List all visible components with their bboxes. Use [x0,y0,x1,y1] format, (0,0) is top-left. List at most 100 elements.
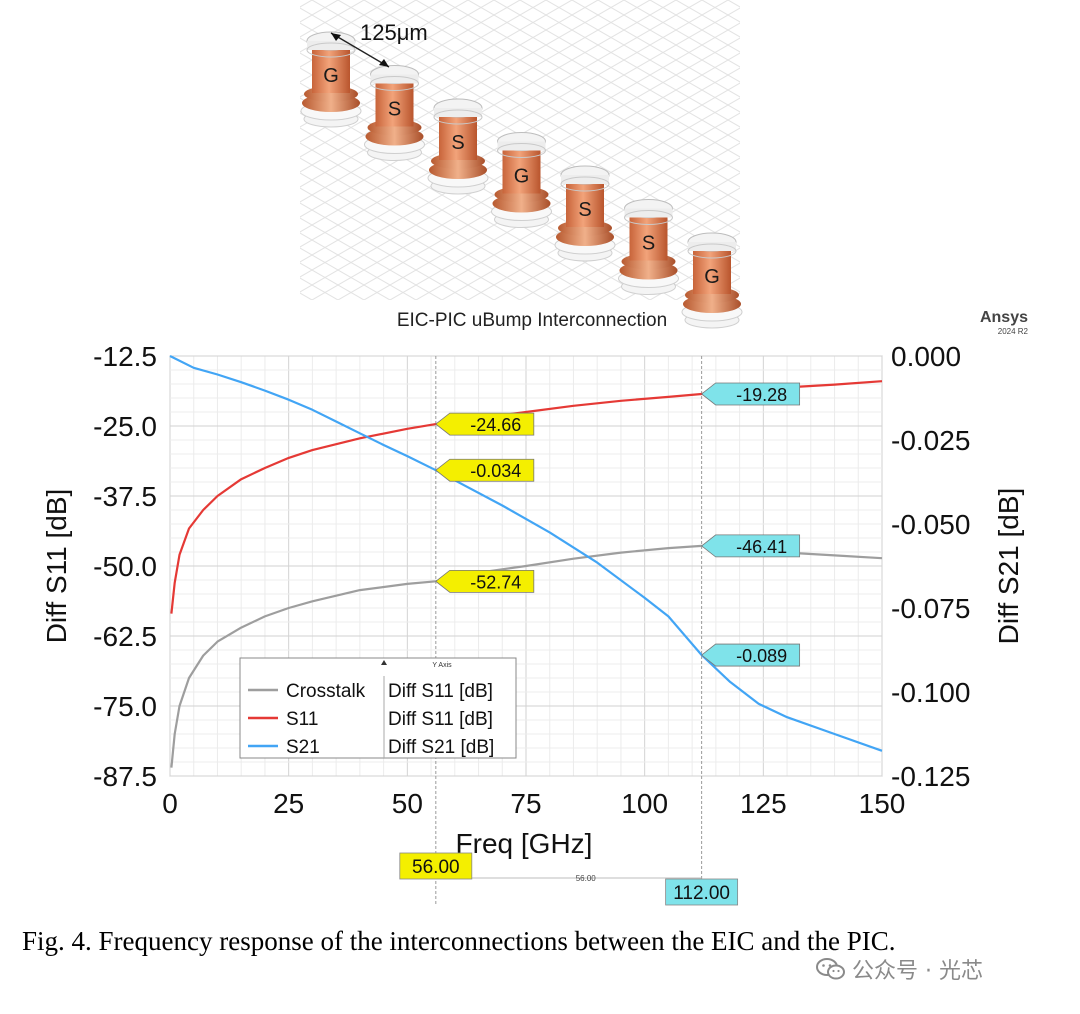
y-left-tick-label: -75.0 [93,691,157,722]
x-tick-label: 100 [621,788,668,819]
y-left-tick-label: -50.0 [93,551,157,582]
y-right-axis-ticks: 0.000 -0.025 -0.050 -0.075 -0.100 -0.125 [891,341,970,792]
y-right-tick-label: 0.000 [891,341,961,372]
annotation-crosstalk: -46.41 [700,534,801,558]
y-right-tick-label: -0.100 [891,677,970,708]
x-tick-label: 25 [273,788,304,819]
y-left-axis-ticks: -12.5 -25.0 -37.5 -50.0 -62.5 -75.0 -87.5 [93,341,157,792]
bump-cap-edge [560,176,610,192]
annotation-s21: -0.089 [700,643,801,667]
annotation-flag [435,458,535,482]
ubump-s: S [364,65,425,161]
pitch-label: 125μm [360,20,428,45]
ubump-illustration: G S S G S S G 125μm [300,0,743,329]
bump-label: G [514,166,530,188]
legend-header: Y Axis [432,662,452,669]
bump-label: G [704,266,720,288]
legend-entry-s11: S11 Diff S11 [dB] [248,709,493,730]
y-left-tick-label: -37.5 [93,481,157,512]
y-left-tick-label: -62.5 [93,621,157,652]
annotation-s11: -24.66 [435,412,535,436]
annotation-value: -19.28 [736,385,787,405]
legend-entry-crosstalk: Crosstalk Diff S11 [dB] [248,681,493,702]
x-tick-label: 150 [859,788,906,819]
bump-cap-edge [624,210,673,225]
bump-cap-edge [687,243,737,259]
bump-cap-side [370,74,419,84]
x-tick-label: 75 [510,788,541,819]
x-tick-label: 50 [392,788,423,819]
legend-entry-s21: S21 Diff S21 [dB] [248,737,494,758]
legend-series-axis: Diff S11 [dB] [388,709,493,730]
wechat-icon [816,958,845,980]
watermark-text: 公众号 · 光芯 [852,959,983,984]
legend-box [239,657,517,759]
bump-cap-side [624,208,673,218]
y-right-tick-label: -0.075 [891,593,970,624]
ubump-s: S [427,98,489,195]
annotation-layer: -24.66 -0.034 -52.74 -19.28 -46.41 -0.089 [435,382,801,667]
y-left-tick-label: -12.5 [93,341,157,372]
bump-cap-edge [306,42,356,58]
watermark: 公众号 · 光芯 [816,953,983,985]
annotation-flag [700,534,801,558]
bump-cap-side [561,175,609,184]
annotation-value: -46.41 [736,537,787,557]
y-left-axis-label: Diff S11 [dB] [41,489,72,644]
annotation-flag [700,382,801,406]
brand-logo: Ansys [980,309,1028,326]
annotation-value: -52.74 [470,572,521,592]
bump-label: S [451,132,464,154]
ubump-g: G [300,31,362,128]
annotation-flag [435,569,535,593]
annotation-value: -24.66 [470,415,521,435]
ubump-s: S [618,199,679,295]
y-right-axis-label: Diff S21 [dB] [993,488,1024,645]
ubump-g: G [681,232,743,329]
x-axis-ticks: 0 25 50 75 100 125 150 [162,788,905,819]
legend-series-axis: Diff S11 [dB] [388,681,493,702]
marker-lines [435,356,703,905]
pitch-dimension: 125μm [330,20,428,68]
x-axis-label: Freq [GHz] [456,828,593,859]
marker-readout-box [665,878,739,906]
annotation-flag [435,412,535,436]
annotation-s11: -19.28 [700,382,801,406]
bump-cap-side [307,41,355,50]
marker-readout: 56.00 [399,852,473,880]
bump-cap-edge [433,109,483,125]
x-tick-label: 0 [162,788,178,819]
bump-label: G [323,65,339,87]
figure-caption: Fig. 4. Frequency response of the interc… [22,926,896,956]
y-right-tick-label: -0.050 [891,509,970,540]
annotation-s21: -0.034 [435,458,535,482]
legend-series-name: S11 [286,709,318,730]
legend-sort-icon [381,660,387,665]
legend-series-axis: Diff S21 [dB] [388,737,494,758]
bump-cap-side [688,242,736,251]
y-right-tick-label: -0.125 [891,761,970,792]
marker-readout-value: 56.00 [412,857,460,878]
x-tick-label: 125 [740,788,787,819]
bump-cap-side [434,108,482,117]
bump-label: S [578,199,591,221]
annotation-crosstalk: -52.74 [435,569,535,593]
ubump-g: G [491,132,552,228]
marker-readouts: 56.00 56.00 112.00 [399,852,739,906]
y-right-tick-label: -0.025 [891,425,970,456]
marker-readout-box [399,852,473,880]
bump-cap-edge [497,143,546,158]
legend-series-name: S21 [286,737,320,758]
marker-readout: 112.00 [665,878,739,906]
annotation-value: -0.089 [736,646,787,666]
ubump-s: S [554,165,616,262]
y-left-tick-label: -87.5 [93,761,157,792]
annotation-value: -0.034 [470,461,521,481]
bump-cap-edge [370,76,419,91]
annotation-flag [700,643,801,667]
legend: Y Axis Crosstalk Diff S11 [dB] S11 Diff S11… [239,657,517,759]
chart-title: EIC-PIC uBump Interconnection [397,310,667,331]
legend-series-name: Crosstalk [286,681,366,702]
brand-version: 2024 R2 [998,327,1029,336]
